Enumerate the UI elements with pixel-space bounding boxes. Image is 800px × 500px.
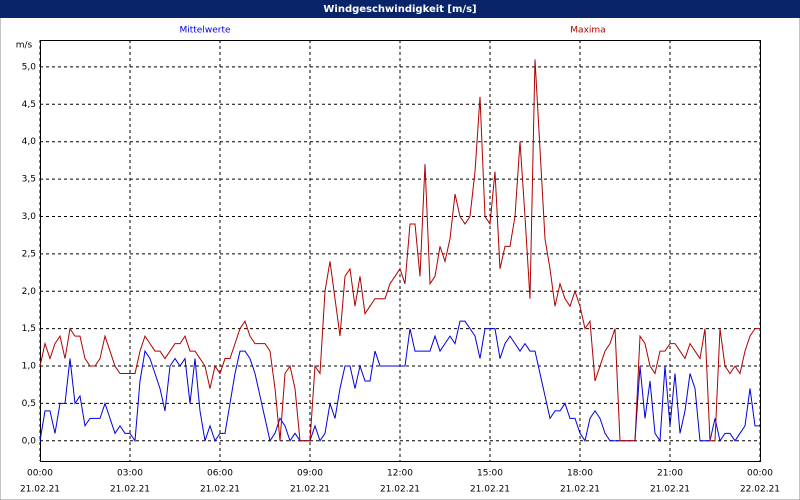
x-tick-label: 15:00	[477, 469, 503, 479]
x-tick-date: 21.02.21	[560, 485, 600, 495]
title-bar	[0, 0, 800, 18]
y-tick-label: 2,5	[22, 249, 36, 259]
x-tick-date: 21.02.21	[110, 485, 150, 495]
y-tick-label: 1,0	[22, 362, 37, 372]
x-tick-label: 06:00	[207, 469, 233, 479]
x-tick-date: 21.02.21	[380, 485, 420, 495]
x-tick-date: 21.02.21	[20, 485, 60, 495]
x-tick-label: 09:00	[297, 469, 323, 479]
legend-label: Mittelwerte	[179, 26, 230, 36]
y-tick-label: 1,5	[22, 324, 36, 334]
x-tick-label: 00:00	[27, 469, 53, 479]
x-tick-label: 00:00	[747, 469, 773, 479]
x-tick-date: 21.02.21	[290, 485, 330, 495]
y-tick-label: 4,5	[22, 100, 36, 110]
data-line	[39, 320, 760, 443]
x-tick-label: 21:00	[657, 469, 683, 479]
y-tick-label: 5,0	[22, 62, 37, 72]
data-line	[39, 59, 760, 442]
x-tick-label: 12:00	[387, 469, 413, 479]
y-tick-label: 2,0	[22, 287, 37, 297]
y-tick-label: 0,0	[22, 436, 37, 446]
y-tick-label: 0,5	[22, 399, 36, 409]
y-tick-label: 4,0	[22, 137, 37, 147]
legend-label: Maxima	[570, 26, 605, 36]
y-tick-label: 3,5	[22, 175, 36, 185]
x-tick-label: 18:00	[567, 469, 593, 479]
x-tick-label: 03:00	[117, 469, 143, 479]
y-tick-label: 3,0	[22, 212, 37, 222]
x-tick-date: 21.02.21	[200, 485, 240, 495]
x-tick-date: 22.02.21	[740, 485, 780, 495]
x-tick-date: 21.02.21	[470, 485, 510, 495]
chart-title: Windgeschwindigkeit [m/s]	[323, 4, 476, 15]
y-axis-label: m/s	[16, 41, 33, 51]
x-tick-date: 21.02.21	[650, 485, 690, 495]
